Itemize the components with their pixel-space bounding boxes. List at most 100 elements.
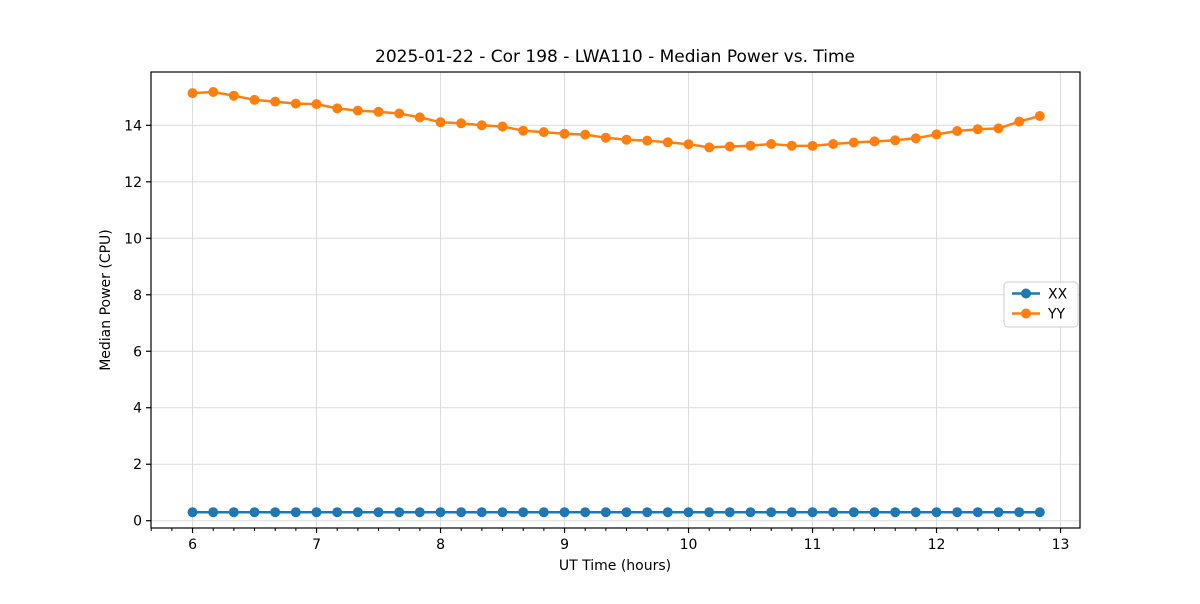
data-point-xx: [580, 507, 591, 518]
data-point-yy: [683, 139, 694, 150]
data-point-yy: [187, 88, 198, 99]
data-point-yy: [352, 105, 363, 116]
data-point-yy: [786, 140, 797, 151]
data-point-xx: [228, 507, 239, 518]
data-point-yy: [497, 121, 508, 132]
data-point-xx: [910, 507, 921, 518]
x-tick-label: 12: [928, 537, 946, 553]
data-point-yy: [642, 135, 653, 146]
data-point-xx: [972, 507, 983, 518]
data-point-xx: [828, 507, 839, 518]
data-point-xx: [662, 507, 673, 518]
data-point-xx: [394, 507, 405, 518]
data-point-xx: [642, 507, 653, 518]
data-point-yy: [662, 137, 673, 148]
y-tick-label: 0: [133, 514, 142, 530]
data-point-xx: [766, 507, 777, 518]
data-point-yy: [311, 99, 322, 110]
y-tick-label: 8: [133, 288, 142, 304]
data-point-yy: [290, 98, 301, 109]
x-tick-label: 6: [188, 537, 197, 553]
data-point-xx: [704, 507, 715, 518]
data-point-yy: [559, 128, 570, 139]
data-point-xx: [600, 507, 611, 518]
data-point-yy: [848, 137, 859, 148]
plot-border: [150, 71, 1081, 529]
data-point-xx: [786, 507, 797, 518]
data-point-xx: [311, 507, 322, 518]
data-point-xx: [559, 507, 570, 518]
data-point-yy: [952, 126, 963, 136]
data-point-yy: [828, 139, 839, 149]
data-point-yy: [249, 94, 260, 105]
data-point-yy: [1014, 116, 1025, 127]
data-point-xx: [249, 507, 260, 518]
data-point-xx: [890, 507, 901, 518]
x-axis-label: UT Time (hours): [559, 558, 671, 574]
data-point-yy: [373, 106, 384, 117]
data-point-xx: [683, 507, 694, 518]
y-tick-label: 6: [133, 344, 142, 360]
data-point-xx: [807, 507, 818, 518]
data-point-yy: [704, 142, 715, 153]
legend-label: XX: [1048, 287, 1068, 303]
y-tick-label: 14: [124, 118, 142, 134]
data-point-xx: [373, 507, 384, 518]
x-tick-label: 8: [436, 537, 445, 553]
data-point-yy: [394, 108, 405, 119]
data-point-xx: [435, 507, 446, 518]
x-tick-label: 11: [804, 537, 822, 553]
data-point-yy: [414, 112, 425, 123]
x-tick-label: 10: [680, 537, 698, 553]
data-point-xx: [931, 507, 942, 518]
y-tick-label: 10: [124, 231, 142, 247]
data-point-xx: [1014, 507, 1025, 518]
data-point-yy: [332, 103, 343, 114]
data-point-yy: [580, 129, 591, 140]
data-point-xx: [497, 507, 508, 518]
legend: XX YY: [1003, 281, 1079, 328]
data-point-xx: [187, 507, 198, 518]
y-axis-label: Median Power (CPU): [98, 229, 114, 371]
data-point-yy: [600, 132, 611, 143]
data-point-xx: [290, 507, 301, 518]
data-point-yy: [724, 141, 735, 152]
data-point-yy: [270, 96, 281, 107]
data-point-xx: [352, 507, 363, 518]
data-point-yy: [807, 140, 818, 151]
data-point-yy: [476, 120, 487, 131]
legend-marker: [1021, 288, 1031, 299]
data-point-xx: [208, 507, 219, 518]
y-tick-label: 2: [133, 457, 142, 473]
data-point-xx: [745, 507, 756, 518]
data-point-xx: [476, 507, 487, 518]
legend-label: YY: [1047, 307, 1066, 323]
series-layer: [187, 87, 1045, 518]
data-point-yy: [890, 135, 901, 146]
data-point-yy: [931, 129, 942, 140]
data-point-yy: [1034, 111, 1045, 121]
data-point-xx: [414, 507, 425, 518]
data-point-yy: [869, 136, 880, 147]
x-tick-label: 13: [1052, 537, 1070, 553]
axes-layer: 6 7 8 9 10 11 12 13 0 2 4 6 8 10 12 14: [124, 71, 1081, 553]
data-point-yy: [518, 125, 529, 136]
data-point-xx: [1034, 507, 1045, 518]
data-point-xx: [724, 507, 735, 518]
data-point-yy: [766, 139, 777, 149]
data-point-xx: [621, 507, 632, 518]
data-point-xx: [456, 507, 467, 518]
data-point-xx: [952, 507, 963, 518]
data-point-yy: [910, 133, 921, 144]
data-point-xx: [848, 507, 859, 518]
y-tick-label: 4: [133, 401, 142, 417]
grid-layer: [151, 72, 1080, 528]
data-point-yy: [228, 90, 239, 101]
x-tick-label: 7: [312, 537, 321, 553]
data-point-xx: [518, 507, 529, 518]
data-point-yy: [993, 123, 1004, 134]
data-point-xx: [869, 507, 880, 518]
chart-title: 2025-01-22 - Cor 198 - LWA110 - Median P…: [375, 47, 855, 67]
